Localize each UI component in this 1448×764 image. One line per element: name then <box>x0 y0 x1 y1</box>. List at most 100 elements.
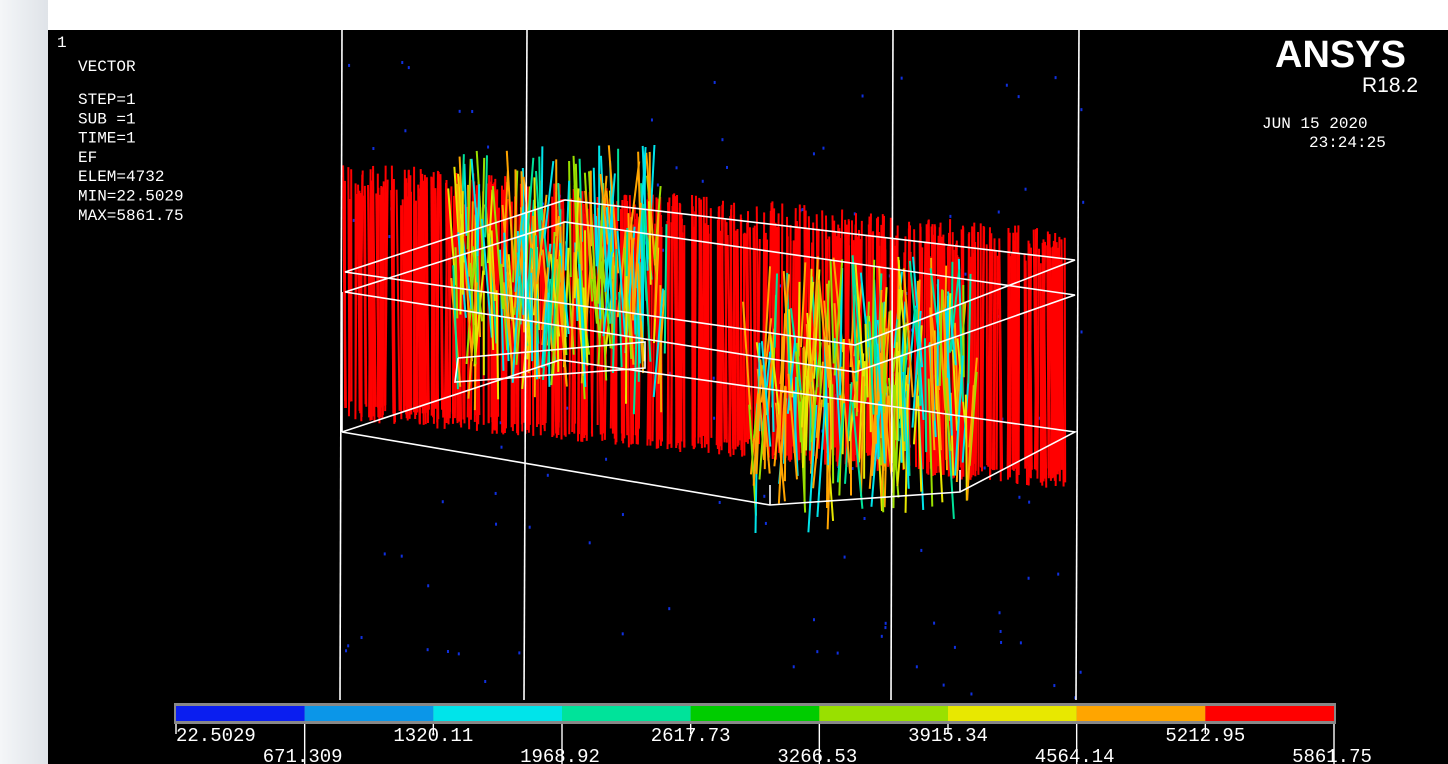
dot <box>763 495 765 498</box>
dot <box>1018 95 1020 98</box>
legend-label: 1320.11 <box>393 725 473 747</box>
dot <box>1080 671 1082 674</box>
dot <box>1020 641 1022 644</box>
dot <box>447 650 449 653</box>
header-line: MAX=5861.75 <box>78 207 184 225</box>
dot <box>920 549 922 552</box>
arrow <box>432 177 433 415</box>
dot <box>547 474 549 477</box>
dot <box>713 377 715 380</box>
legend-label: 671.309 <box>263 746 343 764</box>
dot <box>1057 573 1059 576</box>
dot <box>719 501 721 504</box>
dot <box>998 211 1000 214</box>
date: JUN 15 2020 <box>1262 115 1368 133</box>
dot <box>1000 630 1002 633</box>
dot <box>622 632 624 635</box>
dot <box>822 147 824 150</box>
legend-swatch <box>819 706 948 721</box>
header-line: TIME=1 <box>78 130 136 148</box>
arrow <box>730 209 731 443</box>
arrow <box>799 282 800 357</box>
legend-swatch <box>691 706 820 721</box>
dot <box>622 513 624 516</box>
arrow <box>531 273 532 361</box>
dot <box>1025 188 1027 191</box>
dot <box>589 541 591 544</box>
arrow <box>832 384 833 483</box>
dot <box>1018 496 1020 499</box>
header-line: MIN=22.5029 <box>78 188 184 206</box>
logo: ANSYS <box>1275 34 1406 76</box>
legend-swatch <box>1077 706 1206 721</box>
arrow <box>782 204 783 461</box>
dot <box>388 235 390 238</box>
dot <box>970 692 972 695</box>
legend-swatch <box>305 706 434 721</box>
arrow <box>925 338 926 452</box>
dot <box>862 94 864 97</box>
legend-label: 4564.14 <box>1035 746 1115 764</box>
dot <box>651 118 653 121</box>
arrow <box>626 276 627 404</box>
dot <box>427 648 429 651</box>
dot <box>345 649 347 652</box>
dot <box>864 517 866 520</box>
header-line: SUB =1 <box>78 110 136 128</box>
dot <box>933 622 935 625</box>
legend-label: 1968.92 <box>520 746 600 764</box>
dot <box>657 183 659 186</box>
dot <box>816 650 818 653</box>
dot <box>605 458 607 461</box>
dot <box>529 526 531 529</box>
dot <box>401 555 403 558</box>
dot <box>813 618 815 621</box>
dot <box>881 635 883 638</box>
header-line: STEP=1 <box>78 91 136 109</box>
legend-label: 22.5029 <box>176 725 256 747</box>
arrow <box>975 242 976 464</box>
dot <box>459 110 461 113</box>
dot <box>1006 84 1008 87</box>
legend-swatch <box>1205 706 1334 721</box>
legend-label: 3915.34 <box>908 725 988 747</box>
dot <box>668 607 670 610</box>
dot <box>566 407 568 410</box>
version: R18.2 <box>1362 74 1418 97</box>
dot <box>726 166 728 169</box>
time: 23:24:25 <box>1309 134 1386 152</box>
dot <box>1080 108 1082 111</box>
arrow <box>1044 243 1045 482</box>
arrow <box>676 195 677 448</box>
side-strip <box>0 0 48 764</box>
arrow <box>966 395 967 501</box>
legend-label: 5861.75 <box>1292 746 1372 764</box>
dot <box>401 61 403 64</box>
dot <box>471 110 473 113</box>
dot <box>384 552 386 555</box>
dot <box>702 180 704 183</box>
dot <box>518 651 520 654</box>
arrow <box>423 182 424 413</box>
dot <box>1082 201 1084 204</box>
dot <box>721 138 723 141</box>
arrow <box>460 214 461 315</box>
dot <box>714 81 716 84</box>
dot <box>495 523 497 526</box>
dot <box>347 644 349 647</box>
dot <box>984 466 986 469</box>
dot <box>1053 684 1055 687</box>
dot <box>361 636 363 639</box>
arrow <box>437 172 438 428</box>
dot <box>765 522 767 525</box>
arrow <box>997 256 998 470</box>
legend-label: 5212.95 <box>1165 725 1245 747</box>
dot <box>408 66 410 69</box>
header-line: ELEM=4732 <box>78 168 164 186</box>
arrow <box>410 175 411 419</box>
dot <box>901 77 903 80</box>
screen: 1 VECTOR STEP=1SUB =1TIME=1EFELEM=4732MI… <box>0 0 1448 764</box>
dot <box>837 652 839 655</box>
legend-swatch <box>562 706 691 721</box>
dot <box>676 166 678 169</box>
